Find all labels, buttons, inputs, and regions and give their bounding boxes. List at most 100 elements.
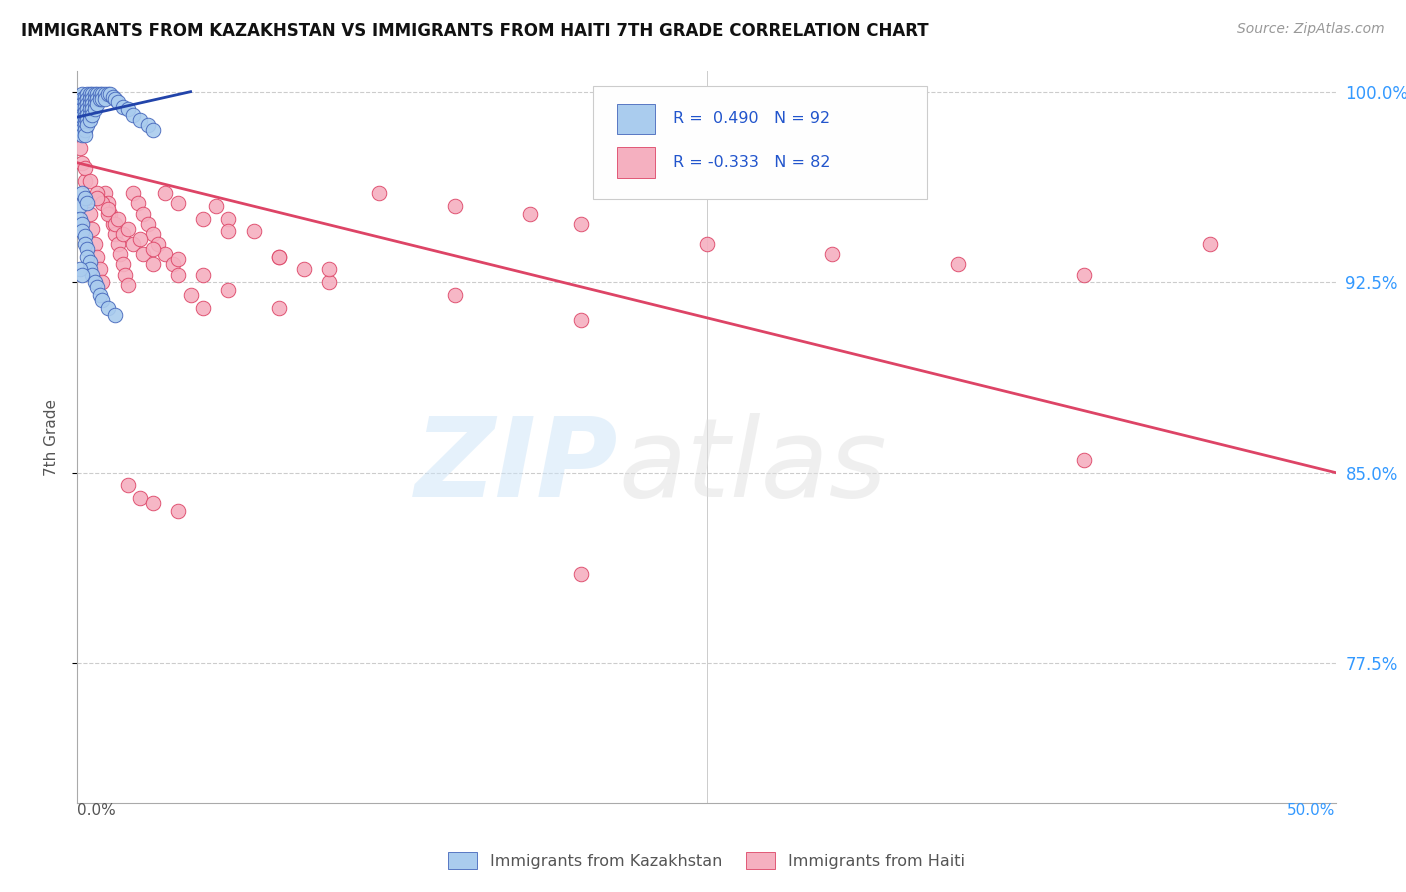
Point xyxy=(69,199,91,213)
Point xyxy=(121,107,143,121)
Point xyxy=(79,206,101,220)
Point xyxy=(191,268,215,282)
Point xyxy=(72,186,94,201)
Point xyxy=(155,247,177,261)
Point xyxy=(82,268,104,282)
Point xyxy=(94,92,117,106)
Text: ZIP: ZIP xyxy=(415,413,619,520)
Y-axis label: 7th Grade: 7th Grade xyxy=(44,399,59,475)
Point xyxy=(76,196,98,211)
Point xyxy=(69,115,91,129)
Point xyxy=(142,257,165,271)
Point xyxy=(101,217,124,231)
Point xyxy=(72,107,94,121)
Legend: Immigrants from Kazakhstan, Immigrants from Haiti: Immigrants from Kazakhstan, Immigrants f… xyxy=(441,846,972,875)
Point xyxy=(107,237,129,252)
Point xyxy=(111,100,134,114)
Point xyxy=(82,107,104,121)
Point xyxy=(82,222,104,236)
Point xyxy=(167,504,190,518)
Point xyxy=(79,262,101,277)
FancyBboxPatch shape xyxy=(617,147,655,178)
Point xyxy=(155,186,177,201)
Point xyxy=(104,217,127,231)
Point xyxy=(73,100,96,114)
Point xyxy=(89,288,111,302)
Point xyxy=(76,92,98,106)
Point xyxy=(242,224,264,238)
Point xyxy=(117,103,139,117)
Text: R =  0.490   N = 92: R = 0.490 N = 92 xyxy=(672,112,830,127)
Point xyxy=(73,118,96,132)
Point xyxy=(82,87,104,102)
Point xyxy=(98,87,121,102)
Point xyxy=(217,283,239,297)
Point xyxy=(91,275,114,289)
Point xyxy=(73,128,96,142)
Point xyxy=(142,496,165,510)
Text: atlas: atlas xyxy=(619,413,887,520)
Point xyxy=(108,247,131,261)
Point xyxy=(76,112,98,127)
Point xyxy=(69,110,91,124)
Point xyxy=(318,275,340,289)
Point xyxy=(89,262,111,277)
Point xyxy=(86,97,108,112)
Point xyxy=(72,268,94,282)
Point xyxy=(89,92,111,106)
Point xyxy=(821,247,844,261)
Point xyxy=(82,103,104,117)
Point xyxy=(86,191,108,205)
Point xyxy=(86,280,108,294)
Point xyxy=(69,107,91,121)
Point xyxy=(69,122,91,136)
Point xyxy=(69,103,91,117)
Point xyxy=(101,89,124,103)
Point xyxy=(82,97,104,112)
Point xyxy=(136,118,159,132)
Point xyxy=(73,122,96,136)
Point xyxy=(104,92,127,106)
Point xyxy=(72,115,94,129)
Point xyxy=(76,87,98,102)
Point xyxy=(91,293,114,307)
Point xyxy=(79,107,101,121)
Point xyxy=(72,92,94,106)
Point xyxy=(84,275,107,289)
Point xyxy=(76,191,98,205)
Point xyxy=(72,155,94,169)
Point xyxy=(72,120,94,135)
Point xyxy=(180,288,202,302)
Point xyxy=(204,199,226,213)
Point xyxy=(69,262,91,277)
Point xyxy=(86,250,108,264)
Point xyxy=(73,229,96,244)
Point xyxy=(84,237,107,252)
Point xyxy=(69,89,91,103)
Point xyxy=(132,247,155,261)
Point xyxy=(121,237,143,252)
Point xyxy=(121,186,143,201)
Point xyxy=(94,186,117,201)
Point xyxy=(79,173,101,187)
Point xyxy=(73,161,96,175)
Point xyxy=(167,196,190,211)
Text: 0.0%: 0.0% xyxy=(77,803,117,818)
Point xyxy=(82,92,104,106)
Point xyxy=(117,222,139,236)
Point xyxy=(79,92,101,106)
Point xyxy=(111,227,134,241)
Point xyxy=(72,217,94,231)
Point xyxy=(69,95,91,109)
Point xyxy=(72,97,94,112)
Text: Source: ZipAtlas.com: Source: ZipAtlas.com xyxy=(1237,22,1385,37)
Point xyxy=(94,87,117,102)
Point xyxy=(191,301,215,315)
Point xyxy=(129,112,152,127)
Point xyxy=(79,103,101,117)
Point xyxy=(1073,268,1095,282)
Point xyxy=(569,313,592,327)
Point xyxy=(318,262,340,277)
Point xyxy=(1073,453,1095,467)
Text: IMMIGRANTS FROM KAZAKHSTAN VS IMMIGRANTS FROM HAITI 7TH GRADE CORRELATION CHART: IMMIGRANTS FROM KAZAKHSTAN VS IMMIGRANTS… xyxy=(21,22,929,40)
